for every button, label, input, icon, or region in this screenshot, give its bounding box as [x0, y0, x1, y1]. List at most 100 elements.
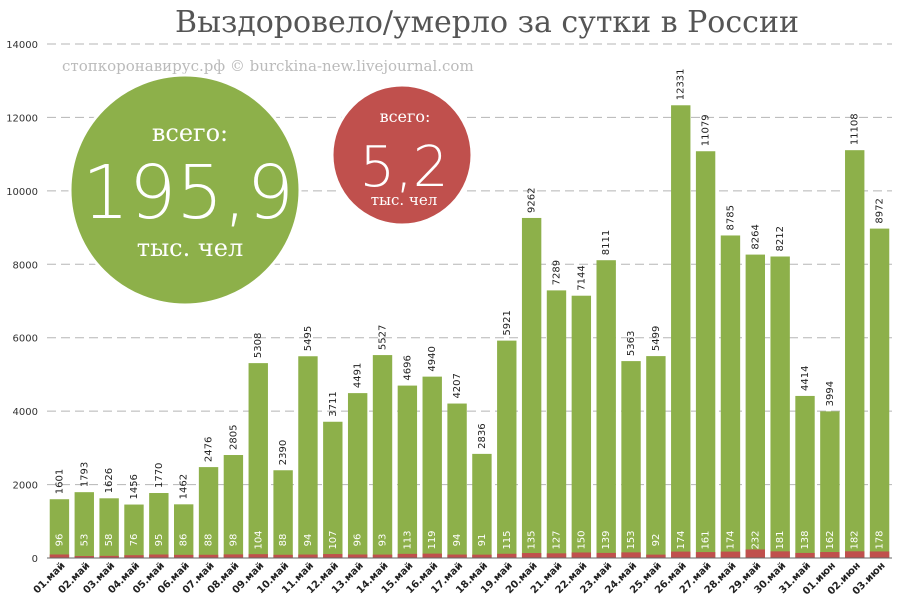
recovered-bar [695, 151, 716, 558]
deaths-bar [99, 555, 119, 558]
recovered-bar [223, 455, 244, 558]
bar-labels: 1601 96 1793 53 1626 58 1456 76 1770 95 1462 86 2476… [54, 68, 885, 549]
deaths-bar [298, 554, 318, 558]
deaths-bar [845, 551, 865, 558]
recovered-value-label: 1601 [54, 469, 65, 494]
recovered-value-label: 1626 [104, 468, 115, 493]
deaths-value-label: 98 [228, 534, 239, 547]
y-tick-label: 14000 [6, 40, 38, 51]
recovered-value-label: 8785 [725, 205, 736, 230]
recovered-value-label: 4940 [427, 346, 438, 371]
deaths-bar [596, 552, 616, 558]
recovered-value-label: 9262 [527, 187, 538, 212]
recovered-value-label: 3711 [328, 391, 339, 416]
recovered-value-label: 8264 [750, 224, 761, 249]
recovered-bar [521, 217, 542, 559]
recovered-bar [745, 254, 766, 558]
chart-title: Выздоровело/умерло за сутки в России [175, 5, 799, 40]
deaths-value-label: 88 [204, 534, 215, 547]
deaths-value-label: 181 [775, 530, 786, 549]
recovered-bar [646, 356, 666, 558]
recovered-value-label: 1793 [79, 462, 90, 487]
recovered-bar [99, 498, 119, 558]
deaths-value-label: 93 [378, 534, 389, 547]
y-tick-label: 4000 [13, 407, 38, 418]
deaths-value-label: 113 [402, 530, 413, 549]
recovered-bar [720, 235, 741, 558]
deaths-value-label: 94 [303, 534, 314, 547]
deaths-bubble-value: 5,2 [359, 135, 448, 200]
deaths-value-label: 86 [179, 534, 190, 547]
deaths-bar [869, 551, 890, 558]
deaths-bar [49, 554, 70, 558]
recovered-bar [546, 290, 567, 558]
deaths-bar [571, 552, 592, 558]
deaths-value-label: 178 [875, 530, 886, 549]
deaths-bar [323, 554, 343, 558]
recovered-value-label: 1770 [154, 463, 165, 488]
deaths-value-label: 119 [427, 530, 438, 549]
recovered-bar [820, 411, 840, 558]
deaths-value-label: 174 [676, 530, 687, 549]
recovered-value-label: 5499 [651, 326, 662, 351]
recovered-value-label: 2390 [278, 440, 289, 465]
recovered-value-label: 8212 [775, 226, 786, 251]
recovered-bar [621, 361, 641, 558]
recovered-value-label: 8972 [875, 198, 886, 223]
recovered-bar [596, 260, 616, 558]
recovered-value-label: 8111 [601, 230, 612, 255]
deaths-bar [422, 553, 442, 558]
recovered-bar [845, 150, 865, 558]
y-tick-label: 2000 [13, 481, 38, 492]
recovered-value-label: 4207 [452, 373, 463, 398]
deaths-bar [198, 554, 219, 558]
y-tick-label: 8000 [13, 260, 38, 271]
deaths-value-label: 182 [850, 530, 861, 549]
deaths-bar [745, 549, 766, 558]
recovered-bar [74, 492, 94, 558]
recovered-bar [571, 295, 592, 558]
recovered-bar [770, 256, 790, 558]
deaths-bar [347, 554, 368, 558]
y-axis: 0 2000 4000 6000 8000 10000 12000 14000 [6, 40, 892, 565]
deaths-bar [173, 554, 194, 558]
deaths-value-label: 138 [800, 530, 811, 549]
recovered-bar [347, 393, 368, 558]
recovered-bar [49, 499, 70, 558]
recovered-bar [372, 355, 393, 558]
recovered-value-label: 5308 [253, 333, 264, 358]
deaths-value-label: 88 [278, 534, 289, 547]
deaths-bar [770, 551, 790, 558]
recovered-value-label: 5921 [502, 310, 513, 335]
recovered-value-label: 3994 [825, 381, 836, 406]
recovered-bar [248, 363, 268, 558]
recovered-bar [472, 453, 492, 558]
deaths-total-bubble: всего: 5,2 тыс. чел [330, 83, 474, 227]
deaths-value-label: 162 [825, 530, 836, 549]
deaths-bubble-unit: тыс. чел [371, 191, 438, 209]
recovered-bar [795, 395, 815, 558]
recovered-bar [447, 403, 467, 558]
deaths-bar [621, 552, 641, 558]
recovered-bar [173, 504, 194, 558]
recovered-bar [671, 105, 691, 558]
recovered-bar [273, 470, 293, 558]
recovered-value-label: 11108 [850, 113, 861, 145]
recovered-value-label: 7144 [576, 265, 587, 290]
deaths-bar [149, 554, 169, 558]
deaths-value-label: 127 [551, 530, 562, 549]
deaths-bubble-circle [330, 83, 474, 227]
deaths-bar [397, 553, 418, 558]
deaths-bar [447, 554, 467, 558]
y-tick-label: 0 [32, 554, 38, 565]
deaths-bar [248, 554, 268, 558]
deaths-bar [521, 553, 542, 558]
bars [49, 105, 890, 559]
recovered-bubble-circle [68, 73, 302, 307]
deaths-value-label: 153 [626, 530, 637, 549]
recovered-value-label: 11079 [701, 114, 712, 146]
deaths-bar [671, 551, 691, 558]
recovered-value-label: 1456 [129, 474, 140, 499]
recovered-bar [198, 467, 219, 558]
